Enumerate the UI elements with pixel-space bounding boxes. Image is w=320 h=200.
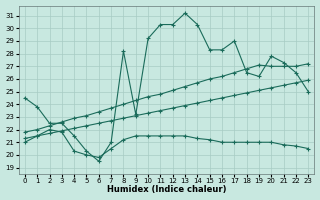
X-axis label: Humidex (Indice chaleur): Humidex (Indice chaleur) bbox=[107, 185, 226, 194]
